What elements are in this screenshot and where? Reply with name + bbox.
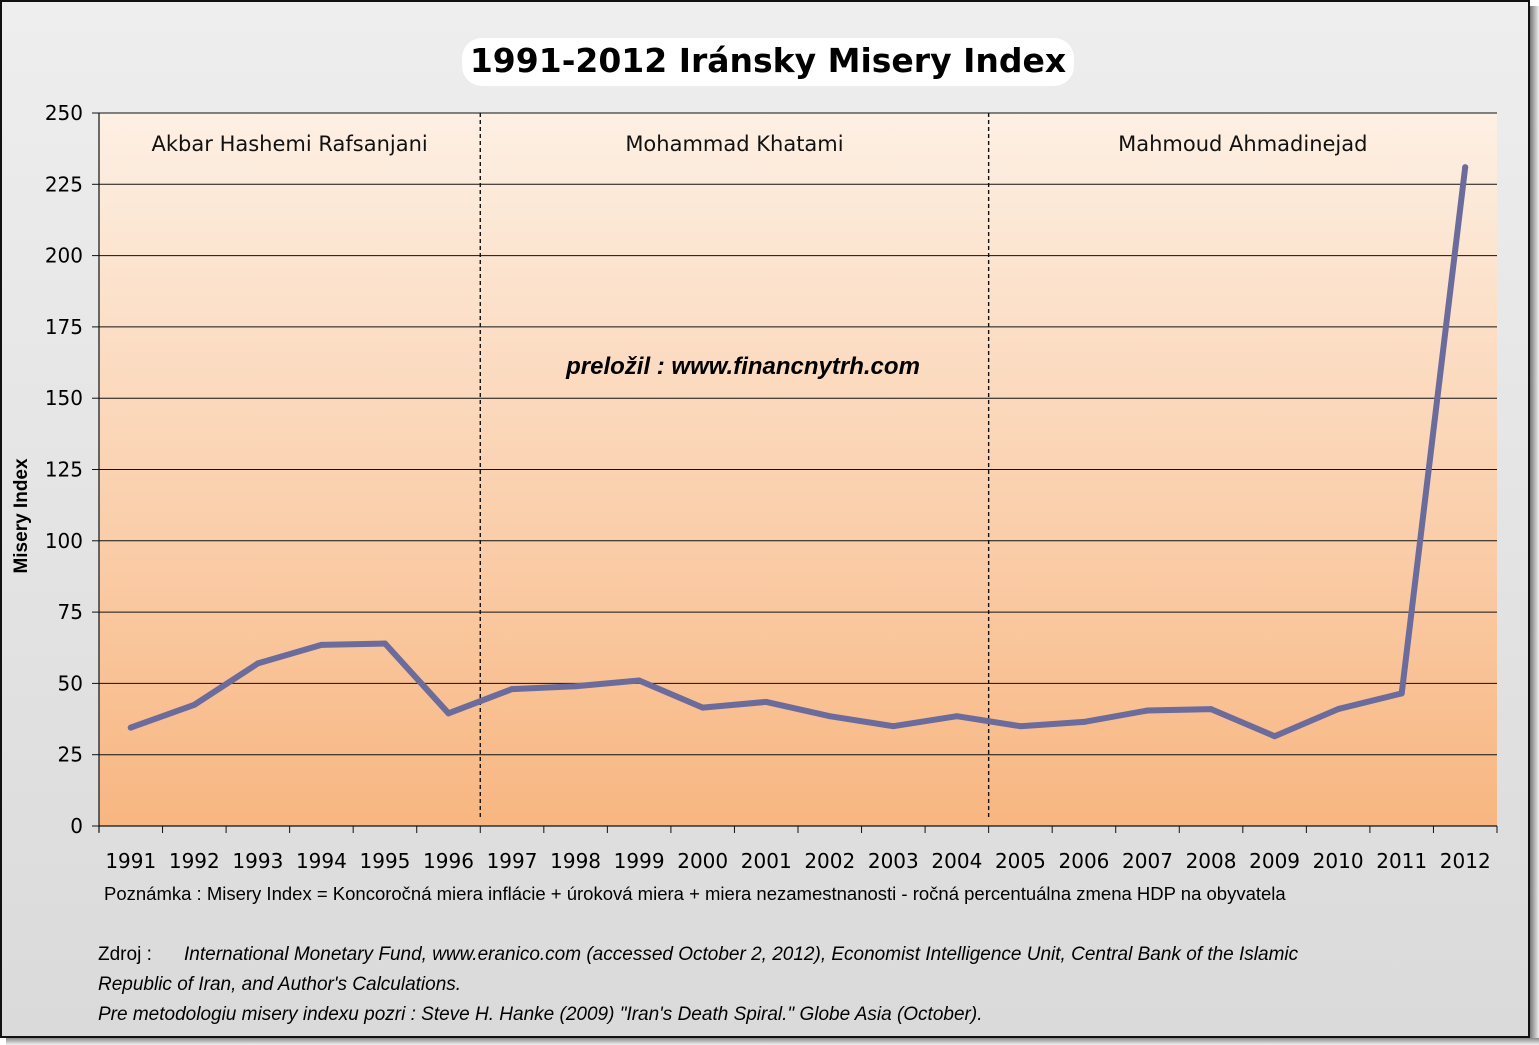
source-text-continued: Republic of Iran, and Author's Calculati…: [98, 970, 1298, 1000]
x-tick-label-1992: 1992: [169, 849, 220, 873]
data-point-2012: [1462, 164, 1468, 170]
source-text: International Monetary Fund, www.eranico…: [184, 944, 1298, 965]
x-tick-label-1998: 1998: [550, 849, 601, 873]
x-tick-label-2005: 2005: [995, 849, 1046, 873]
data-point-1995: [382, 640, 388, 646]
y-tick-label-75: 75: [58, 600, 83, 624]
y-tick-label-125: 125: [45, 458, 83, 482]
x-tick-label-2007: 2007: [1122, 849, 1173, 873]
y-tick-label-100: 100: [45, 529, 83, 553]
x-tick-label-1999: 1999: [614, 849, 665, 873]
y-tick-label-150: 150: [45, 386, 83, 410]
translation-credit: preložil : www.financnytrh.com: [565, 353, 920, 380]
x-tick-label-1995: 1995: [360, 849, 411, 873]
data-point-1991: [128, 725, 134, 731]
x-tick-label-1996: 1996: [423, 849, 474, 873]
x-tick-label-2003: 2003: [868, 849, 919, 873]
data-point-2005: [1017, 723, 1023, 729]
data-point-2001: [763, 699, 769, 705]
data-point-2011: [1399, 690, 1405, 696]
data-point-1992: [191, 702, 197, 708]
y-tick-label-200: 200: [45, 244, 83, 268]
data-point-1997: [509, 686, 515, 692]
data-point-1999: [636, 678, 642, 684]
data-point-1996: [446, 710, 452, 716]
source-line-1: Zdroj : International Monetary Fund, www.…: [98, 940, 1298, 970]
x-tick-label-1997: 1997: [487, 849, 538, 873]
y-tick-label-0: 0: [70, 814, 83, 838]
y-tick-label-250: 250: [45, 101, 83, 125]
data-point-2004: [954, 713, 960, 719]
period-label: Akbar Hashemi Rafsanjani: [152, 132, 428, 156]
y-axis-label: Misery Index: [11, 458, 32, 574]
source-block: Zdroj : International Monetary Fund, www.…: [98, 940, 1298, 1030]
x-tick-label-2002: 2002: [804, 849, 855, 873]
data-point-2008: [1208, 706, 1214, 712]
methodology-note: Pre metodologiu misery indexu pozri : St…: [98, 1000, 1298, 1030]
data-point-2009: [1272, 733, 1278, 739]
x-tick-label-1993: 1993: [232, 849, 283, 873]
data-point-1998: [573, 683, 579, 689]
data-point-2007: [1145, 707, 1151, 713]
data-point-2002: [827, 713, 833, 719]
x-tick-label-2012: 2012: [1440, 849, 1491, 873]
y-tick-label-175: 175: [45, 315, 83, 339]
x-tick-label-1991: 1991: [105, 849, 156, 873]
data-point-1994: [318, 642, 324, 648]
x-tick-label-2011: 2011: [1376, 849, 1427, 873]
x-tick-label-2001: 2001: [741, 849, 792, 873]
formula-note: Poznámka : Misery Index = Koncoročná mie…: [104, 883, 1286, 905]
source-label: Zdroj :: [98, 940, 184, 970]
data-point-2006: [1081, 719, 1087, 725]
x-tick-label-2009: 2009: [1249, 849, 1300, 873]
x-tick-label-2006: 2006: [1059, 849, 1110, 873]
period-label: Mohammad Khatami: [625, 132, 843, 156]
y-tick-label-25: 25: [58, 743, 83, 767]
x-tick-label-2004: 2004: [931, 849, 982, 873]
y-tick-label-50: 50: [58, 671, 83, 695]
x-tick-label-2000: 2000: [677, 849, 728, 873]
data-point-2000: [700, 705, 706, 711]
data-point-2003: [890, 723, 896, 729]
chart-title: 1991-2012 Iránsky Misery Index: [470, 41, 1066, 80]
x-tick-label-1994: 1994: [296, 849, 347, 873]
y-tick-label-225: 225: [45, 172, 83, 196]
data-point-1993: [255, 660, 261, 666]
x-tick-label-2008: 2008: [1186, 849, 1237, 873]
x-tick-label-2010: 2010: [1313, 849, 1364, 873]
chart-title-group: 1991-2012 Iránsky Misery Index: [462, 38, 1074, 86]
period-label: Mahmoud Ahmadinejad: [1118, 132, 1367, 156]
data-point-2010: [1335, 706, 1341, 712]
